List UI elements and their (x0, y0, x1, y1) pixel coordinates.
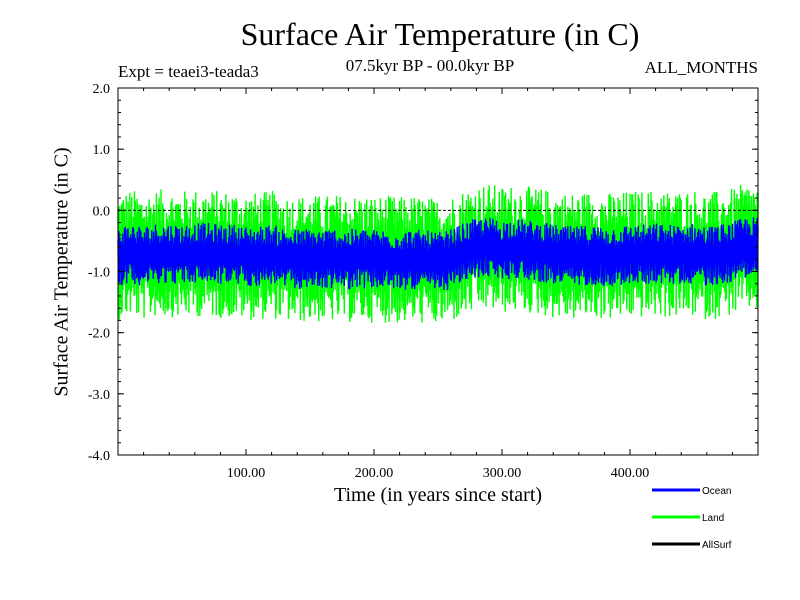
x-tick-label: 200.00 (355, 466, 394, 481)
x-tick-label: 400.00 (611, 466, 650, 481)
y-tick-label: -4.0 (88, 449, 110, 464)
legend-label-allsurf: AllSurf (702, 540, 732, 551)
months-label: ALL_MONTHS (644, 58, 758, 77)
legend-label-land: Land (702, 513, 724, 524)
chart-title: Surface Air Temperature (in C) (240, 16, 640, 52)
x-tick-label: 100.00 (227, 466, 266, 481)
y-tick-label: 2.0 (93, 82, 111, 97)
y-tick-label: -2.0 (88, 327, 110, 342)
x-tick-label: 300.00 (483, 466, 522, 481)
chart-subtitle: 07.5kyr BP - 00.0kyr BP (345, 56, 515, 75)
x-axis-label: Time (in years since start) (333, 484, 543, 506)
y-tick-label: -1.0 (88, 266, 110, 281)
y-tick-label: 0.0 (93, 204, 111, 219)
y-tick-label: 1.0 (93, 143, 111, 158)
y-tick-label: -3.0 (88, 388, 110, 403)
series-line-ocean (117, 217, 759, 290)
legend-label-ocean: Ocean (702, 486, 731, 497)
experiment-label: Expt = teaei3-teada3 (118, 62, 259, 81)
